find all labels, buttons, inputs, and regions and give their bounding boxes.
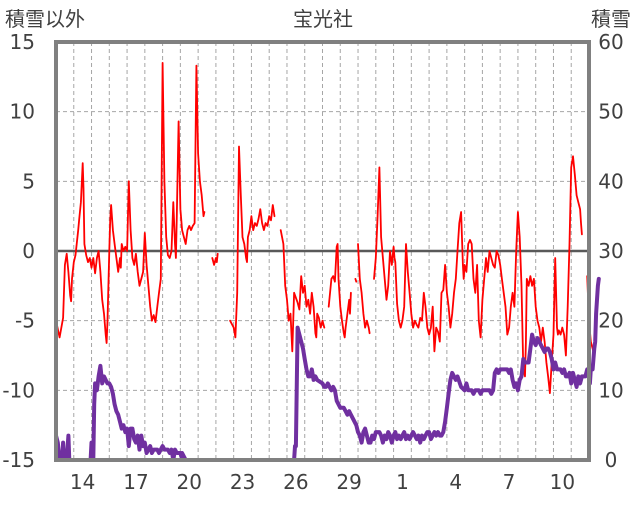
chart-title: 宝光社 xyxy=(293,7,353,31)
x-tick-label: 29 xyxy=(336,470,361,494)
right-tick-label: 0 xyxy=(605,448,618,472)
x-tick-label: 20 xyxy=(177,470,202,494)
right-axis-ticks: 60 50 40 30 20 10 0 xyxy=(598,30,623,472)
left-tick-label: 10 xyxy=(10,100,35,124)
temperature-series-line xyxy=(55,62,206,344)
right-tick-label: 20 xyxy=(598,309,623,333)
temperature-series-line xyxy=(373,155,583,394)
temperature-series-line xyxy=(211,252,219,266)
left-axis-ticks: 15 10 5 0 -5 -10 -15 xyxy=(2,30,35,472)
right-tick-label: 10 xyxy=(598,378,623,402)
right-tick-label: 30 xyxy=(598,239,623,263)
left-tick-label: -5 xyxy=(15,309,35,333)
left-axis-label: 積雪以外 xyxy=(5,7,85,31)
series-layer xyxy=(54,62,601,462)
left-tick-label: 15 xyxy=(10,30,35,54)
plot-frame xyxy=(54,40,591,462)
left-tick-label: -15 xyxy=(2,448,35,472)
x-tick-label: 14 xyxy=(70,470,95,494)
x-tick-label: 10 xyxy=(550,470,575,494)
temperature-series-line xyxy=(229,145,276,339)
temperature-series-line xyxy=(327,243,352,339)
temperature-series-line xyxy=(354,278,358,283)
left-tick-label: 5 xyxy=(22,169,35,193)
right-tick-label: 40 xyxy=(598,169,623,193)
x-tick-label: 17 xyxy=(123,470,148,494)
x-tick-label: 23 xyxy=(230,470,255,494)
left-tick-label: -10 xyxy=(2,378,35,402)
x-tick-label: 26 xyxy=(283,470,308,494)
temperature-series-line xyxy=(357,243,371,335)
temperature-series-line xyxy=(279,229,326,353)
left-tick-label: 0 xyxy=(22,239,35,263)
x-tick-label: 4 xyxy=(449,470,462,494)
x-axis-ticks: 14 17 20 23 26 29 1 4 7 10 xyxy=(70,470,575,494)
right-tick-label: 60 xyxy=(598,30,623,54)
x-tick-label: 1 xyxy=(396,470,409,494)
right-axis-label: 積雪 xyxy=(591,7,631,31)
right-tick-label: 50 xyxy=(598,100,623,124)
x-tick-label: 7 xyxy=(503,470,516,494)
snow-depth-series-line xyxy=(54,276,601,462)
